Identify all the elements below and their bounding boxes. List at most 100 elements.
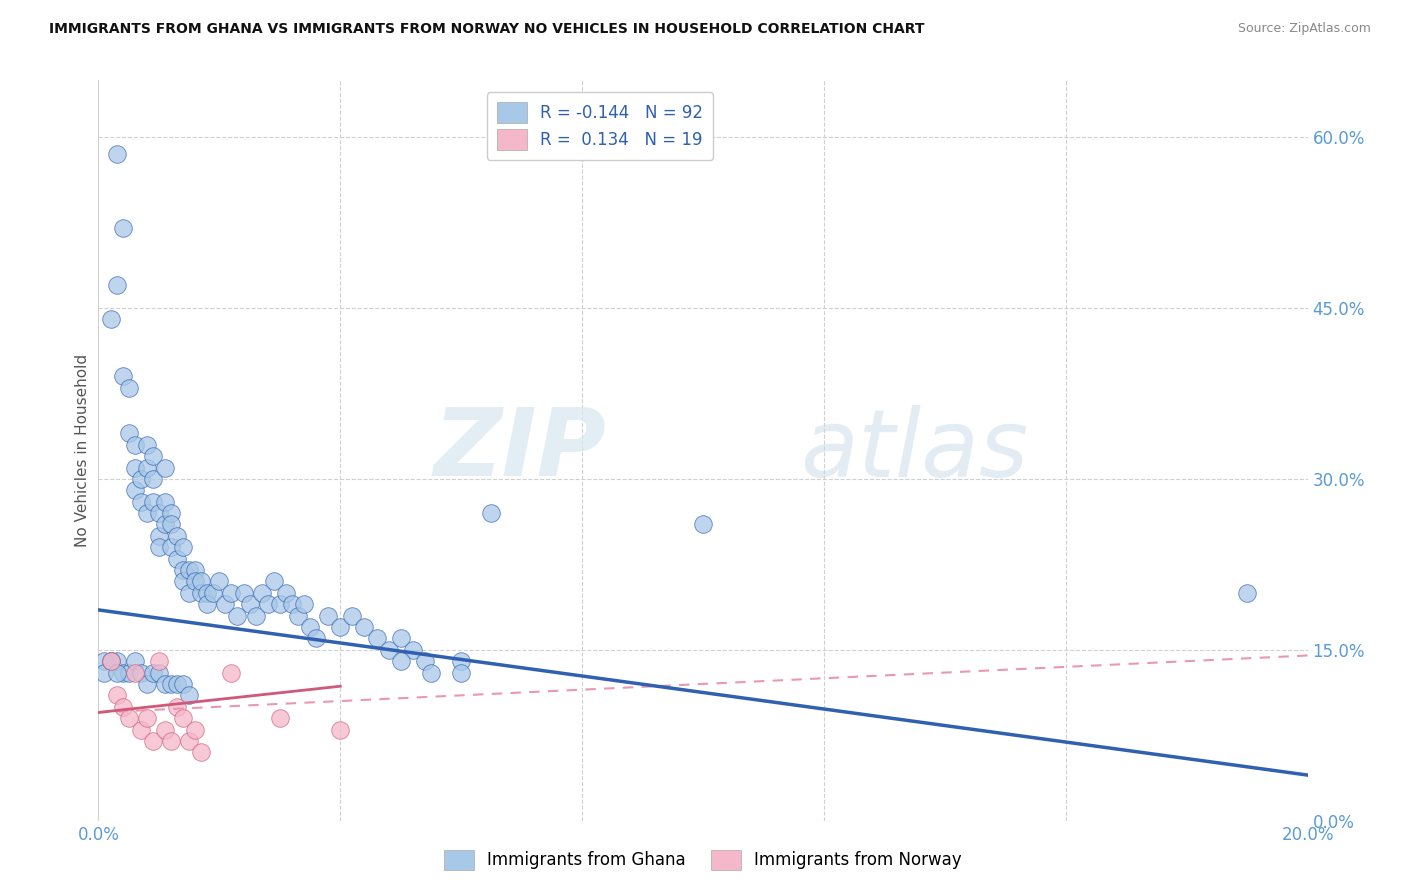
Point: [226, 608, 249, 623]
Point: [148, 529, 170, 543]
Point: [184, 563, 207, 577]
Point: [105, 654, 128, 668]
Point: [692, 517, 714, 532]
Point: [124, 483, 146, 498]
Text: IMMIGRANTS FROM GHANA VS IMMIGRANTS FROM NORWAY NO VEHICLES IN HOUSEHOLD CORRELA: IMMIGRANTS FROM GHANA VS IMMIGRANTS FROM…: [49, 22, 925, 37]
Point: [148, 654, 170, 668]
Legend: Immigrants from Ghana, Immigrants from Norway: Immigrants from Ghana, Immigrants from N…: [437, 843, 969, 877]
Point: [389, 632, 412, 646]
Point: [172, 711, 194, 725]
Point: [124, 654, 146, 668]
Point: [135, 711, 157, 725]
Point: [135, 677, 157, 691]
Point: [166, 677, 188, 691]
Point: [148, 506, 170, 520]
Point: [287, 608, 309, 623]
Point: [118, 381, 141, 395]
Point: [111, 665, 134, 680]
Point: [148, 665, 170, 680]
Point: [172, 541, 194, 555]
Point: [111, 221, 134, 235]
Point: [100, 312, 122, 326]
Point: [129, 472, 152, 486]
Point: [160, 541, 183, 555]
Point: [160, 506, 183, 520]
Point: [105, 689, 128, 703]
Point: [299, 620, 322, 634]
Point: [142, 449, 165, 463]
Point: [184, 574, 207, 589]
Point: [105, 665, 128, 680]
Point: [148, 541, 170, 555]
Point: [481, 506, 503, 520]
Point: [269, 597, 291, 611]
Point: [195, 586, 218, 600]
Point: [179, 563, 201, 577]
Point: [420, 665, 443, 680]
Point: [142, 734, 165, 748]
Point: [100, 654, 122, 668]
Point: [135, 438, 157, 452]
Point: [221, 586, 243, 600]
Point: [142, 494, 165, 508]
Point: [118, 711, 141, 725]
Point: [202, 586, 225, 600]
Point: [124, 665, 146, 680]
Point: [135, 460, 157, 475]
Point: [135, 506, 157, 520]
Point: [450, 665, 472, 680]
Point: [208, 574, 231, 589]
Point: [305, 632, 328, 646]
Point: [105, 278, 128, 293]
Point: [100, 654, 122, 668]
Point: [413, 654, 436, 668]
Point: [172, 574, 194, 589]
Point: [153, 517, 176, 532]
Point: [402, 642, 425, 657]
Point: [93, 654, 115, 668]
Point: [366, 632, 388, 646]
Point: [105, 147, 128, 161]
Point: [377, 642, 399, 657]
Point: [353, 620, 375, 634]
Point: [111, 369, 134, 384]
Point: [160, 734, 183, 748]
Point: [1236, 586, 1258, 600]
Point: [118, 665, 141, 680]
Point: [153, 723, 176, 737]
Point: [245, 608, 267, 623]
Point: [160, 677, 183, 691]
Point: [450, 654, 472, 668]
Point: [179, 734, 201, 748]
Point: [179, 689, 201, 703]
Point: [232, 586, 254, 600]
Point: [256, 597, 278, 611]
Point: [316, 608, 339, 623]
Text: Source: ZipAtlas.com: Source: ZipAtlas.com: [1237, 22, 1371, 36]
Point: [184, 723, 207, 737]
Point: [190, 745, 212, 759]
Point: [214, 597, 236, 611]
Point: [129, 723, 152, 737]
Point: [160, 517, 183, 532]
Point: [221, 665, 243, 680]
Point: [129, 665, 152, 680]
Point: [281, 597, 304, 611]
Point: [250, 586, 273, 600]
Point: [124, 438, 146, 452]
Point: [142, 472, 165, 486]
Point: [166, 699, 188, 714]
Point: [93, 665, 115, 680]
Point: [179, 586, 201, 600]
Point: [342, 608, 364, 623]
Point: [269, 711, 291, 725]
Point: [129, 494, 152, 508]
Point: [153, 460, 176, 475]
Point: [111, 699, 134, 714]
Point: [329, 723, 352, 737]
Point: [292, 597, 315, 611]
Point: [100, 654, 122, 668]
Point: [263, 574, 285, 589]
Point: [172, 563, 194, 577]
Point: [329, 620, 352, 634]
